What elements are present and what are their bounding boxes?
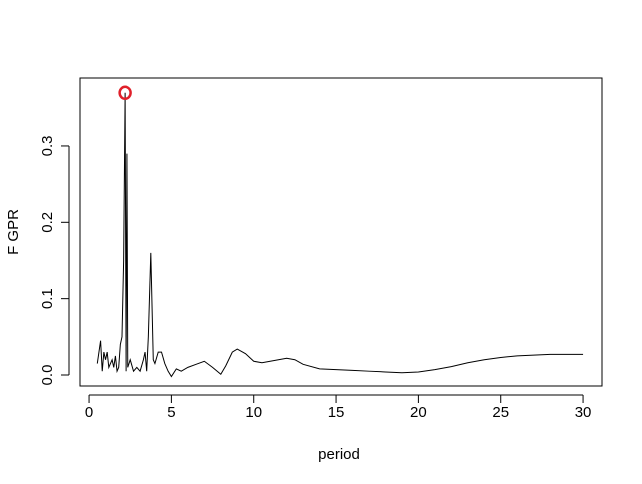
x-tick-label: 5 bbox=[167, 404, 175, 421]
series-line bbox=[96, 92, 584, 378]
y-tick-label: 0.1 bbox=[39, 288, 56, 309]
y-tick-label: 0.3 bbox=[39, 136, 56, 157]
y-tick-label: 0.0 bbox=[39, 365, 56, 386]
x-tick-label: 0 bbox=[85, 404, 93, 421]
x-axis-label: period bbox=[318, 446, 360, 463]
y-axis-label: F GPR bbox=[5, 209, 22, 255]
x-tick-label: 15 bbox=[328, 404, 345, 421]
x-tick-label: 20 bbox=[410, 404, 427, 421]
y-tick-label: 0.2 bbox=[39, 212, 56, 233]
plot-box bbox=[79, 77, 603, 387]
x-tick-label: 25 bbox=[492, 404, 509, 421]
x-tick-label: 10 bbox=[245, 404, 262, 421]
x-tick-label: 30 bbox=[575, 404, 592, 421]
peak-marker bbox=[118, 85, 132, 101]
